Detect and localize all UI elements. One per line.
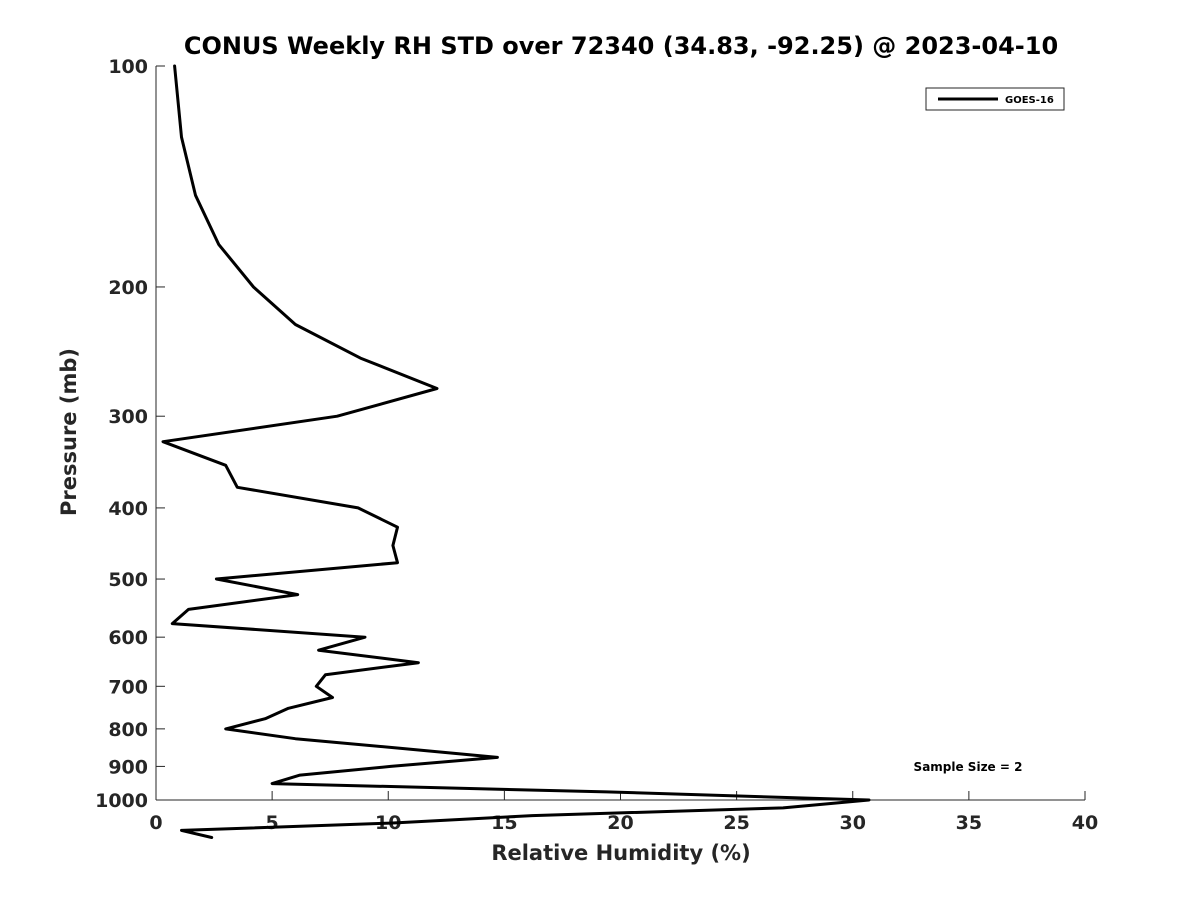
x-tick-label: 35 — [956, 812, 982, 834]
y-tick-label: 600 — [108, 627, 148, 649]
y-tick-label: 1000 — [95, 790, 148, 812]
chart-title: CONUS Weekly RH STD over 72340 (34.83, -… — [184, 32, 1058, 60]
y-tick-label: 300 — [108, 406, 148, 428]
x-tick-label: 20 — [607, 812, 633, 834]
y-tick-label: 900 — [108, 756, 148, 778]
x-tick-label: 30 — [840, 812, 866, 834]
legend-label: GOES-16 — [1005, 95, 1054, 106]
x-axis-label: Relative Humidity (%) — [491, 841, 750, 865]
legend: GOES-16 — [925, 87, 1065, 111]
x-tick-label: 40 — [1072, 812, 1098, 834]
x-tick-label: 5 — [266, 812, 279, 834]
y-tick-label: 800 — [108, 719, 148, 741]
x-tick-label: 25 — [723, 812, 749, 834]
x-tick-label: 0 — [149, 812, 162, 834]
y-ticks: 100 200 300 400 500 600 700 800 900 1000 — [95, 56, 165, 812]
y-axis-label: Pressure (mb) — [57, 348, 81, 516]
y-tick-label: 400 — [108, 498, 148, 520]
y-tick-label: 500 — [108, 569, 148, 591]
y-tick-label: 100 — [108, 56, 148, 78]
sample-size-annotation: Sample Size = 2 — [914, 760, 1023, 774]
series-group — [161, 64, 871, 839]
y-tick-label: 700 — [108, 676, 148, 698]
y-tick-label: 200 — [108, 277, 148, 299]
series-line-goes-16 — [161, 64, 871, 839]
